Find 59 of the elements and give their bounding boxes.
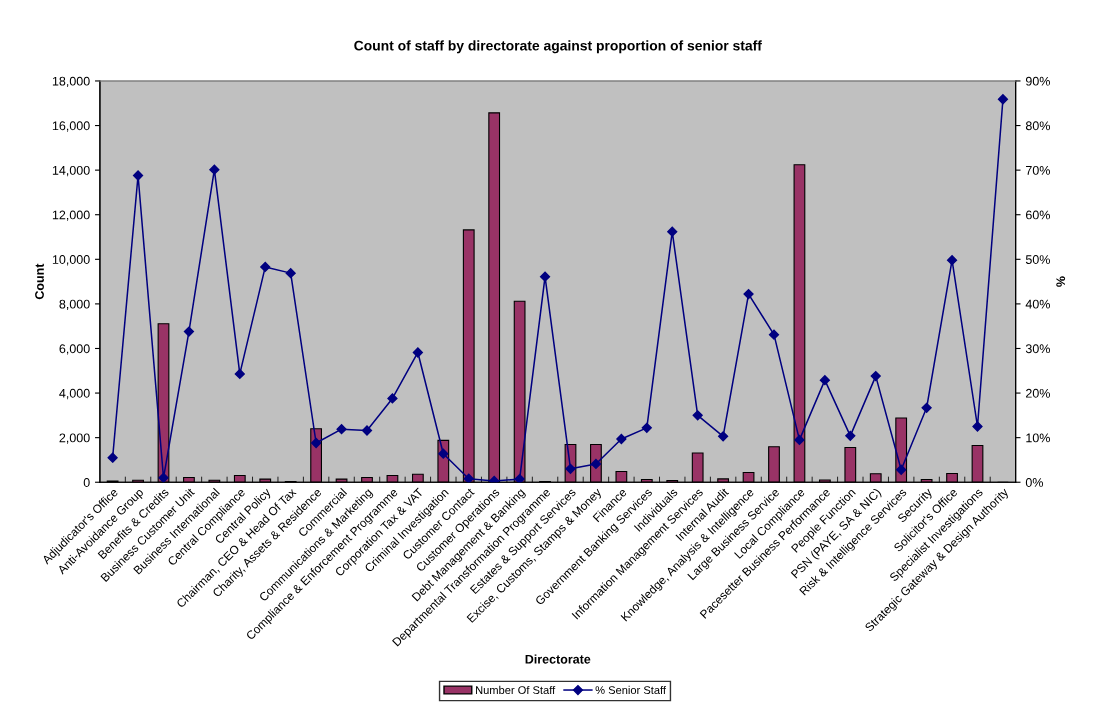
- point: [336, 424, 347, 435]
- point: [641, 422, 652, 433]
- y-tick-label: 12,000: [52, 210, 90, 221]
- legend-label: Number Of Staff: [476, 685, 556, 695]
- legend-label: % Senior Staff: [595, 685, 667, 695]
- point: [539, 271, 551, 282]
- y2-axis-title: %: [1056, 276, 1066, 287]
- point: [209, 164, 220, 175]
- y-tick-label: 18,000: [52, 76, 90, 88]
- point: [234, 368, 245, 380]
- point: [692, 410, 703, 421]
- y-tick-label: 16,000: [52, 121, 90, 132]
- point: [743, 288, 754, 300]
- point: [819, 375, 830, 386]
- y2-tick-label: 30%: [1025, 344, 1050, 354]
- point: [946, 255, 958, 266]
- point: [158, 472, 169, 483]
- point: [412, 347, 423, 358]
- chart-title: Count of staff by directorate against proportion of senior staff: [354, 40, 762, 54]
- y-tick-label: 6,000: [59, 344, 90, 355]
- point: [845, 430, 856, 441]
- y-tick-label: 10,000: [52, 255, 90, 266]
- point: [107, 452, 118, 463]
- point: [260, 261, 271, 273]
- point: [438, 448, 449, 459]
- point: [514, 474, 525, 483]
- point: [463, 473, 474, 483]
- point: [616, 433, 627, 445]
- point: [285, 268, 296, 279]
- y2-tick-label: 60%: [1026, 210, 1050, 220]
- y-tick-label: 2,000: [59, 433, 90, 444]
- point: [590, 458, 602, 470]
- point: [972, 421, 983, 432]
- y2-tick-label: 70%: [1026, 165, 1050, 175]
- point: [896, 464, 907, 475]
- y2-tick-label: 20%: [1026, 388, 1050, 398]
- y2-tick-label: 90%: [1025, 76, 1050, 86]
- y-tick-label: 14,000: [52, 165, 90, 177]
- y2-tick-label: 10%: [1026, 433, 1050, 443]
- point: [667, 226, 678, 237]
- point: [997, 94, 1009, 105]
- y-axis-title: Count: [35, 263, 44, 300]
- y2-tick-label: 0%: [1025, 478, 1043, 487]
- y2-tick-label: 40%: [1025, 299, 1050, 309]
- point: [183, 326, 195, 337]
- point: [768, 329, 780, 340]
- y2-tick-label: 50%: [1025, 255, 1050, 264]
- point: [921, 402, 932, 413]
- y-tick-label: 4,000: [59, 388, 90, 400]
- x-axis-title: Directorate: [525, 654, 591, 664]
- point: [311, 437, 322, 449]
- point: [387, 393, 398, 404]
- y2-tick-label: 80%: [1025, 121, 1050, 131]
- y-tick-label: 0: [83, 478, 90, 487]
- point: [718, 431, 729, 442]
- point: [794, 434, 805, 445]
- point: [870, 371, 881, 382]
- point: [489, 475, 500, 483]
- y-tick-label: 8,000: [59, 299, 90, 311]
